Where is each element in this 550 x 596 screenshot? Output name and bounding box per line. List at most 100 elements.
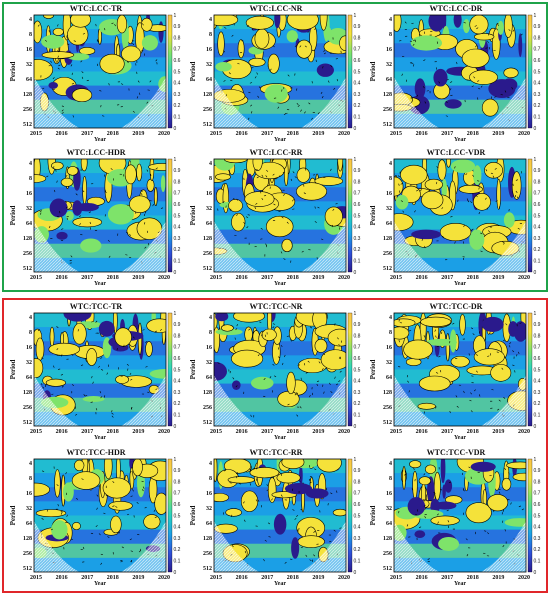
significant-region (503, 67, 519, 78)
phase-arrow (46, 175, 49, 178)
coherence-blob (428, 15, 445, 32)
phase-arrow (282, 171, 286, 173)
phase-arrow (245, 216, 249, 218)
phase-arrow (120, 83, 124, 85)
y-axis-label: Period (369, 505, 377, 525)
phase-arrow (272, 323, 276, 325)
phase-arrow (42, 386, 45, 389)
phase-arrow (90, 532, 94, 535)
coherence-field (214, 15, 346, 128)
colorbar-tick-label: 0.4 (534, 525, 541, 531)
colorbar-tick-label: 0.3 (174, 390, 181, 396)
significant-region (143, 514, 161, 530)
coherence-blob (274, 15, 281, 29)
phase-arrow (466, 554, 469, 557)
y-tick-label: 16 (386, 191, 392, 197)
phase-arrow (73, 40, 76, 42)
significant-region (215, 173, 231, 181)
significant-region (252, 159, 263, 171)
phase-arrow (442, 235, 444, 239)
phase-arrow (424, 101, 427, 104)
phase-arrow (308, 102, 311, 105)
y-tick-label: 32 (26, 360, 32, 366)
coherence-blob (518, 33, 523, 58)
x-tick-label: 2017 (81, 275, 93, 281)
phase-arrow (498, 399, 501, 402)
colorbar-tick-label: 0.8 (354, 333, 361, 339)
significant-region (114, 327, 132, 347)
phase-arrow (418, 526, 422, 529)
y-tick-label: 128 (383, 236, 392, 242)
phase-arrow (130, 378, 133, 381)
colorbar-tick-label: 0.5 (534, 513, 541, 519)
phase-arrow (147, 391, 150, 394)
y-tick-label: 64 (26, 221, 32, 227)
significant-region (240, 490, 259, 512)
phase-arrow (401, 73, 403, 76)
phase-arrow (250, 104, 253, 107)
coherence-band (34, 99, 166, 114)
y-tick-label: 8 (389, 476, 392, 482)
significant-region (35, 337, 45, 361)
colorbar-tick-label: 0.2 (174, 401, 181, 407)
phase-arrow (136, 96, 139, 99)
phase-arrow (339, 356, 342, 360)
phase-arrow (66, 217, 69, 220)
phase-arrow (53, 365, 55, 368)
phase-arrow (155, 59, 158, 62)
phase-arrow (82, 546, 85, 550)
y-tick-label: 8 (29, 476, 32, 482)
cone-of-influence-hatch (394, 459, 526, 572)
x-axis-label: Year (454, 435, 466, 441)
phase-arrow (515, 190, 518, 194)
phase-arrow (423, 473, 426, 476)
phase-arrow (71, 83, 75, 85)
colorbar-tick-label: 0.5 (354, 69, 361, 75)
y-tick-label: 4 (389, 17, 392, 23)
significant-region (465, 502, 492, 524)
colorbar-tick-label: 0.3 (174, 92, 181, 98)
phase-arrow (257, 499, 260, 502)
wavelet-coherence-chart: 4 8 16 32 64 128 256 512 2015 2016 2017 2018 2019 202… (369, 13, 541, 143)
significant-region (104, 459, 113, 480)
phase-arrow (234, 337, 236, 340)
significant-region (34, 59, 54, 81)
y-tick-label: 8 (29, 32, 32, 38)
x-tick-label: 2019 (132, 429, 144, 435)
phase-arrow (57, 368, 61, 370)
coherence-field (34, 313, 166, 426)
colorbar-tick-label: 0.5 (354, 513, 361, 519)
phase-arrow (321, 368, 324, 371)
significant-region (47, 159, 56, 175)
coherence-blob (284, 483, 313, 495)
x-tick-label: 2018 (467, 131, 479, 137)
phase-arrow (477, 180, 480, 182)
phase-arrow (96, 63, 99, 67)
x-axis-label: Year (94, 581, 106, 587)
phase-arrow (132, 110, 135, 113)
x-tick-label: 2020 (338, 575, 350, 581)
phase-arrow (111, 415, 114, 418)
phase-arrow (462, 489, 465, 492)
y-axis-label: Period (369, 205, 377, 225)
phase-arrow (436, 166, 439, 169)
phase-arrow (416, 189, 419, 192)
colorbar-tick-label: 0.9 (354, 468, 361, 474)
phase-arrow (252, 468, 255, 470)
significant-region (424, 464, 436, 474)
colorbar-tick-label: 0.2 (534, 547, 541, 553)
coherence-band (214, 99, 346, 114)
y-tick-label: 32 (386, 62, 392, 68)
y-tick-label: 4 (29, 315, 32, 321)
phase-arrow (498, 206, 501, 209)
phase-arrow (66, 514, 68, 517)
coherence-blob (215, 313, 229, 322)
phase-arrow (99, 390, 102, 394)
significant-region (248, 57, 266, 67)
x-tick-label: 2015 (210, 131, 222, 137)
significant-region (450, 355, 470, 368)
phase-arrow (297, 529, 299, 532)
panel-title: WTC:LCC-NR (249, 4, 303, 13)
colorbar-tick-label: 0.4 (174, 225, 181, 231)
coherence-blob (107, 204, 134, 225)
